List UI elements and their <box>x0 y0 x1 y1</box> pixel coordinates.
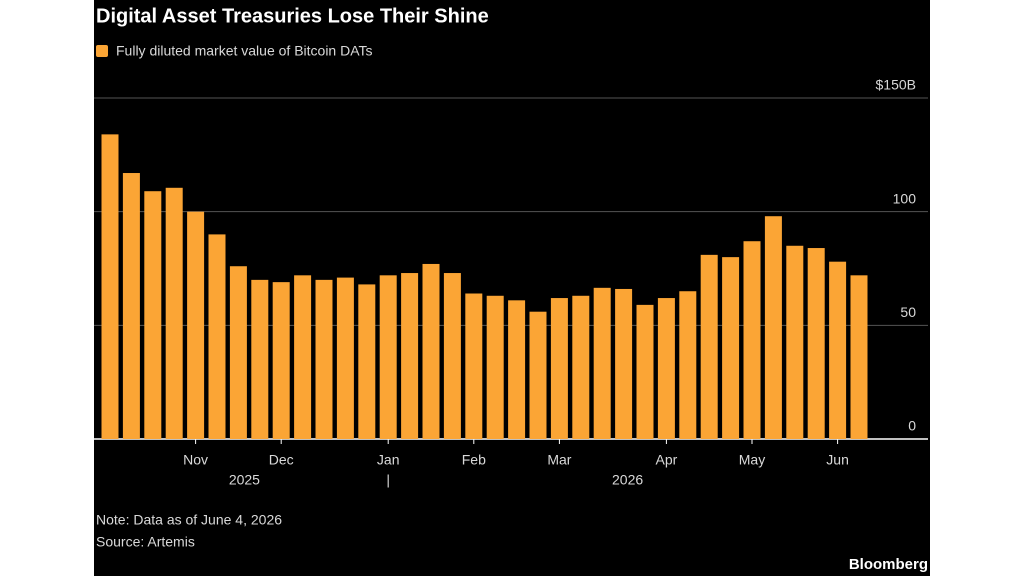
year-separator: | <box>386 472 390 488</box>
legend-label: Fully diluted market value of Bitcoin DA… <box>116 43 373 59</box>
bar <box>486 295 504 439</box>
bar <box>700 254 718 439</box>
bar <box>529 311 547 439</box>
bar <box>508 300 526 439</box>
x-tick-label: Jan <box>377 452 400 468</box>
bar <box>572 295 590 439</box>
bar <box>187 211 205 439</box>
bar <box>679 291 697 439</box>
x-tick-label: May <box>739 452 765 468</box>
bar <box>336 277 354 439</box>
bar <box>786 245 804 439</box>
year-label: 2025 <box>229 472 260 488</box>
bar <box>657 298 675 439</box>
bar <box>315 279 333 439</box>
bar <box>850 275 868 439</box>
year-label: 2026 <box>612 472 643 488</box>
x-tick-label: Dec <box>269 452 294 468</box>
chart-title: Digital Asset Treasuries Lose Their Shin… <box>96 5 489 27</box>
brand: Bloomberg <box>849 556 928 573</box>
x-tick-label: Apr <box>656 452 678 468</box>
bar <box>593 287 611 439</box>
y-tick-label: 0 <box>908 418 916 434</box>
x-tick-label: Mar <box>547 452 571 468</box>
legend-swatch <box>96 45 108 57</box>
bar <box>401 273 419 439</box>
x-tick-label: Feb <box>462 452 486 468</box>
bar <box>764 216 782 439</box>
bar <box>722 257 740 439</box>
note: Note: Data as of June 4, 2026 <box>96 512 282 528</box>
bar <box>615 288 633 439</box>
x-tick-label: Nov <box>183 452 208 468</box>
bar <box>829 261 847 439</box>
bar <box>550 298 568 439</box>
source: Source: Artemis <box>96 534 195 550</box>
bar <box>294 275 312 439</box>
bar <box>165 187 183 439</box>
bar <box>122 173 140 439</box>
bar <box>465 293 483 439</box>
bar <box>101 134 119 439</box>
bar <box>379 275 397 439</box>
y-tick-label: 100 <box>893 190 917 206</box>
bar <box>208 234 226 439</box>
x-tick-label: Jun <box>826 452 849 468</box>
y-tick-label: 50 <box>900 304 916 320</box>
bar <box>443 273 461 439</box>
bar <box>229 266 247 439</box>
bar <box>144 191 162 439</box>
bar <box>272 282 290 439</box>
bar <box>636 304 654 439</box>
bar <box>743 241 761 439</box>
bar <box>422 263 440 439</box>
bar <box>358 284 376 439</box>
y-tick-label: $150B <box>876 77 916 93</box>
bar <box>807 248 825 439</box>
bar <box>251 279 269 439</box>
